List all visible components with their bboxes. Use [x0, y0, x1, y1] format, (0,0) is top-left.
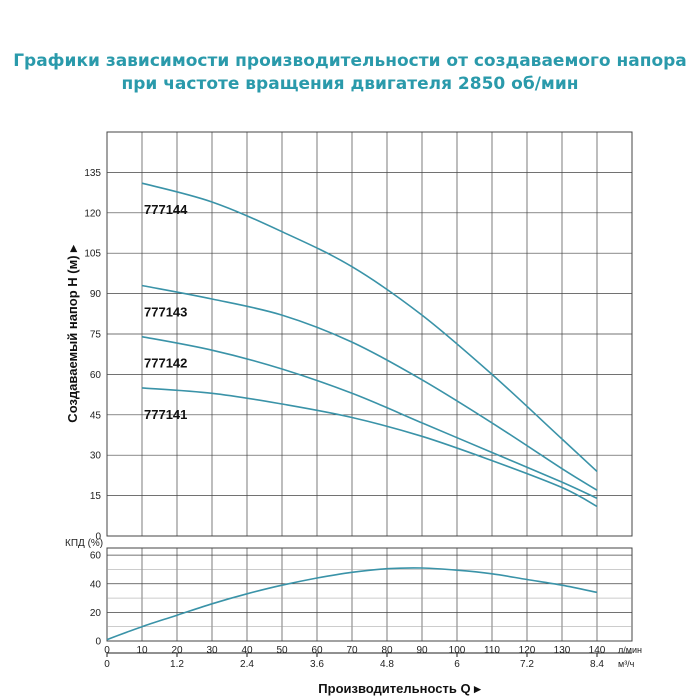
x-tick-label-lmin: 140: [589, 645, 606, 656]
efficiency-curve: [106, 567, 598, 641]
series-label-777141: 777141: [144, 407, 187, 422]
head-y-tick-label: 45: [90, 410, 102, 421]
efficiency-y-tick-label: 0: [95, 637, 101, 648]
chart-title: Графики зависимости производительности о…: [0, 50, 700, 96]
efficiency-chart-frame: [106, 547, 633, 642]
x-tick-label-lmin: 10: [136, 645, 148, 656]
x-tick-label-lmin: 60: [311, 645, 323, 656]
x-tick-label-lmin: 40: [241, 645, 253, 656]
x-tick-label-lmin: 70: [346, 645, 358, 656]
head-y-tick-label: 15: [90, 491, 102, 502]
head-curve-777144: [141, 182, 598, 472]
efficiency-y-tick-label: 60: [90, 551, 102, 562]
x-unit-lmin: л/мин: [618, 645, 642, 655]
chart-title-line1: Графики зависимости производительности о…: [13, 51, 687, 71]
x-tick-label-m3h: 8.4: [590, 659, 604, 670]
x-tick-label-m3h: 7.2: [520, 659, 534, 670]
head-y-tick-label: 0: [95, 532, 101, 543]
x-tick-label-m3h: 0: [104, 659, 110, 670]
head-y-tick-label: 120: [84, 208, 101, 219]
head-curve-777142: [141, 335, 598, 500]
x-tick-label-m3h: 6: [454, 659, 460, 670]
head-y-tick-label: 105: [84, 249, 101, 260]
series-label-777143: 777143: [144, 305, 187, 320]
x-tick-label-lmin: 30: [206, 645, 218, 656]
x-tick-label-m3h: 3.6: [310, 659, 324, 670]
head-y-axis-label: Создаваемый напор H (м) ▸: [65, 244, 80, 423]
head-curve-777141: [141, 387, 598, 508]
x-tick-label-lmin: 0: [104, 645, 110, 656]
efficiency-y-tick-label: 20: [90, 608, 102, 619]
x-tick-label-lmin: 120: [519, 645, 536, 656]
chart-title-line2: при частоте вращения двигателя 2850 об/м…: [121, 74, 579, 94]
series-label-777144: 777144: [144, 202, 188, 217]
x-tick-label-m3h: 2.4: [240, 659, 254, 670]
x-tick-label-lmin: 20: [171, 645, 183, 656]
x-axis-label: Производительность Q ▸: [318, 681, 482, 696]
head-y-tick-label: 30: [90, 451, 102, 462]
x-tick-label-lmin: 130: [554, 645, 571, 656]
head-y-tick-label: 60: [90, 370, 102, 381]
x-tick-label-lmin: 100: [449, 645, 466, 656]
x-tick-label-lmin: 50: [276, 645, 288, 656]
head-y-tick-label: 135: [84, 168, 101, 179]
head-y-tick-label: 75: [90, 330, 102, 341]
series-label-777142: 777142: [144, 356, 187, 371]
x-tick-label-lmin: 80: [381, 645, 393, 656]
x-tick-label-m3h: 1.2: [170, 659, 184, 670]
efficiency-y-tick-label: 40: [90, 579, 102, 590]
efficiency-y-axis-label: КПД (%): [65, 538, 103, 549]
x-tick-label-m3h: 4.8: [380, 659, 394, 670]
x-tick-label-lmin: 110: [484, 645, 500, 656]
x-unit-m3h: м³/ч: [618, 659, 635, 669]
head-y-tick-label: 90: [90, 289, 102, 300]
head-curve-777143: [141, 284, 598, 491]
x-tick-label-lmin: 90: [416, 645, 428, 656]
